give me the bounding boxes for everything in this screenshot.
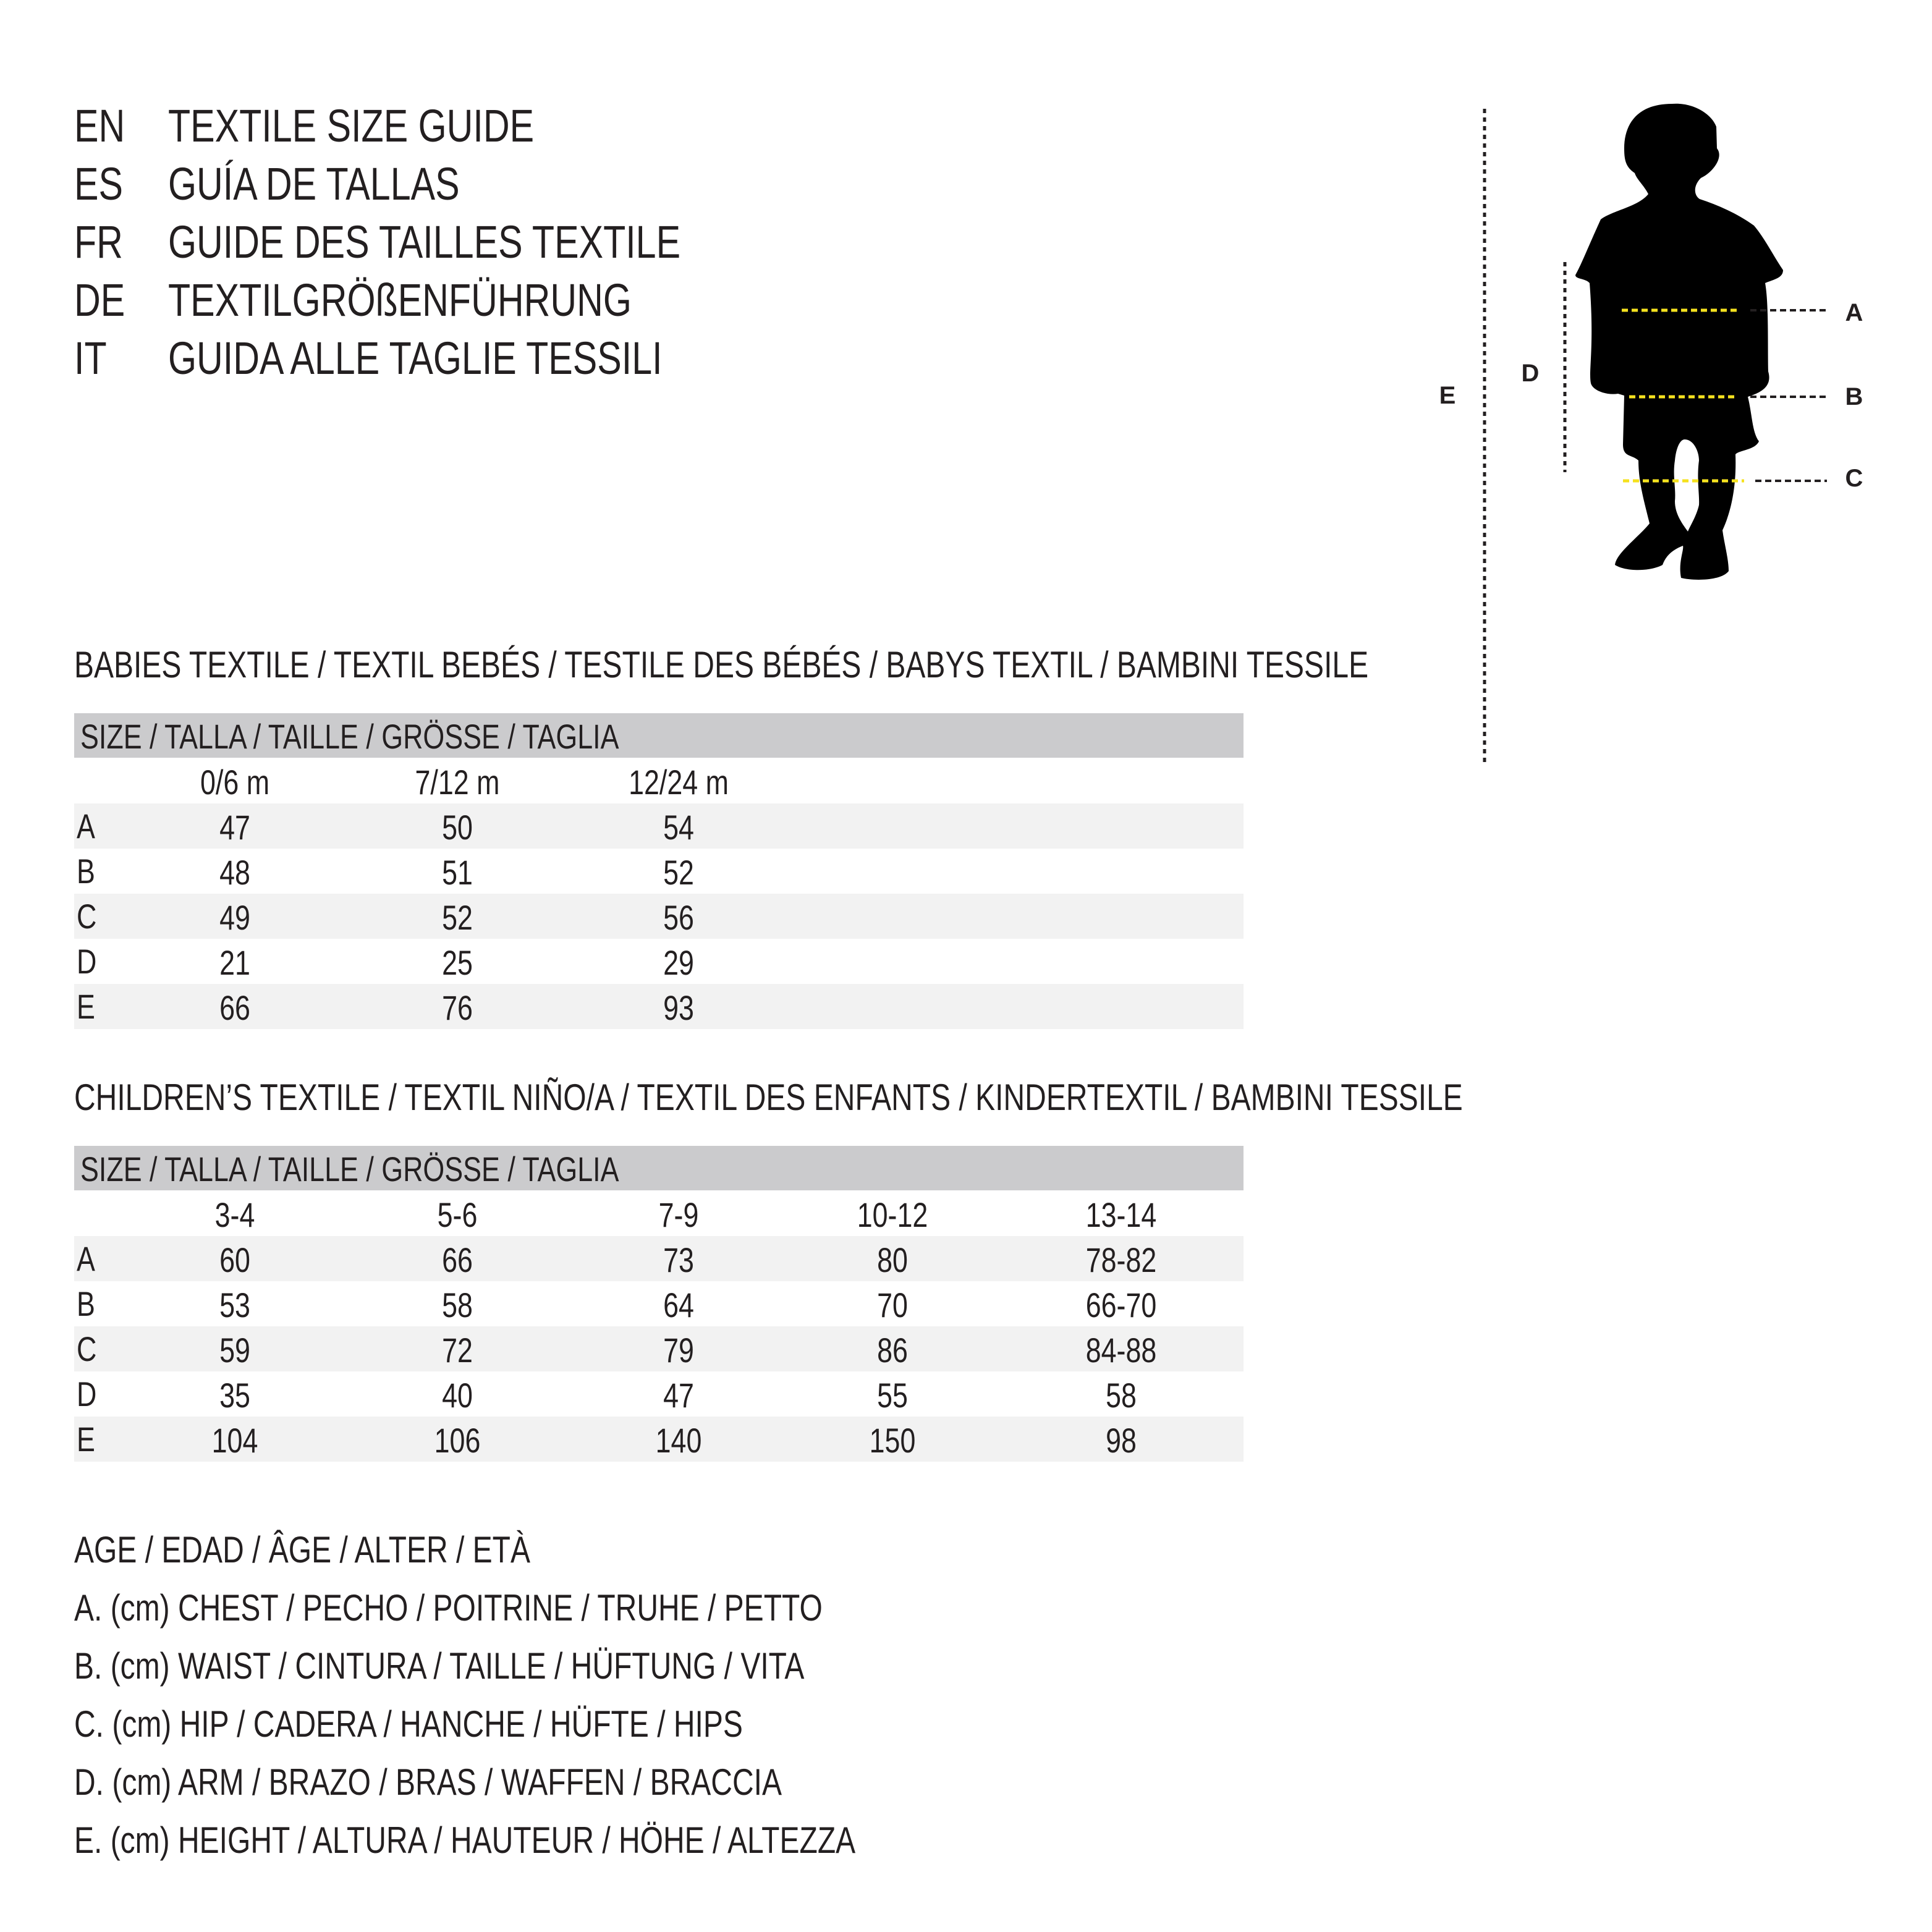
guide-title: GUÍA DE TALLAS <box>168 158 460 210</box>
column-header: 13-14 <box>1085 1195 1157 1234</box>
table-cell: 66-70 <box>1085 1286 1157 1324</box>
table-cell: 53 <box>219 1286 250 1324</box>
table-cell: 79 <box>663 1331 694 1370</box>
legend-line: B. (cm) WAIST / CINTURA / TAILLE / HÜFTU… <box>74 1645 805 1687</box>
size-header-label: SIZE / TALLA / TAILLE / GRÖSSE / TAGLIA <box>80 717 619 756</box>
size-header-bar: SIZE / TALLA / TAILLE / GRÖSSE / TAGLIA <box>74 713 1244 758</box>
table-cell: 59 <box>219 1331 250 1370</box>
table-heading: CHILDREN’S TEXTILE / TEXTIL NIÑO/A / TEX… <box>74 1077 1463 1118</box>
label-a: A <box>1845 299 1863 326</box>
column-header: 12/24 m <box>629 763 729 802</box>
row-band <box>74 1326 1244 1371</box>
guide-title: TEXTILGRÖßENFÜHRUNG <box>168 274 632 326</box>
label-c: C <box>1845 465 1863 492</box>
row-band <box>74 803 1244 849</box>
legend-line: E. (cm) HEIGHT / ALTURA / HAUTEUR / HÖHE… <box>74 1820 856 1861</box>
table-cell: 66 <box>219 988 250 1027</box>
table-cell: 55 <box>877 1376 908 1415</box>
table-cell: 40 <box>442 1376 473 1415</box>
table-cell: 35 <box>219 1376 250 1415</box>
table-cell: 51 <box>442 853 473 892</box>
legend-line: C. (cm) HIP / CADERA / HANCHE / HÜFTE / … <box>74 1703 743 1745</box>
language-code: IT <box>74 333 107 384</box>
table-heading: BABIES TEXTILE / TEXTIL BEBÉS / TESTILE … <box>74 644 1369 685</box>
table-cell: 52 <box>663 853 694 892</box>
guide-title: GUIDE DES TAILLES TEXTILE <box>168 216 681 268</box>
table-cell: 70 <box>877 1286 908 1324</box>
row-label: C <box>77 1329 97 1368</box>
row-label: B <box>77 852 95 891</box>
column-header: 3-4 <box>214 1195 255 1234</box>
language-code: ES <box>74 158 123 210</box>
legend-line: AGE / EDAD / ÂGE / ALTER / ETÀ <box>74 1529 530 1570</box>
table-cell: 29 <box>663 943 694 982</box>
table-cell: 21 <box>219 943 250 982</box>
size-header-label: SIZE / TALLA / TAILLE / GRÖSSE / TAGLIA <box>80 1150 619 1188</box>
table-cell: 58 <box>442 1286 473 1324</box>
table-cell: 80 <box>877 1240 908 1279</box>
column-header: 5-6 <box>437 1195 478 1234</box>
guide-title: TEXTILE SIZE GUIDE <box>168 100 535 151</box>
row-label: E <box>77 987 95 1026</box>
table-cell: 64 <box>663 1286 694 1324</box>
language-code: DE <box>74 274 125 326</box>
table-cell: 25 <box>442 943 473 982</box>
row-label: A <box>77 1239 95 1278</box>
row-label: B <box>77 1284 95 1323</box>
label-b: B <box>1845 383 1863 410</box>
table-cell: 140 <box>655 1421 702 1460</box>
row-label: C <box>77 897 97 936</box>
table-cell: 56 <box>663 898 694 937</box>
table-cell: 49 <box>219 898 250 937</box>
table-cell: 93 <box>663 988 694 1027</box>
table-cell: 76 <box>442 988 473 1027</box>
legend-line: D. (cm) ARM / BRAZO / BRAS / WAFFEN / BR… <box>74 1761 782 1803</box>
table-cell: 48 <box>219 853 250 892</box>
legend-line: A. (cm) CHEST / PECHO / POITRINE / TRUHE… <box>74 1587 823 1629</box>
row-label: D <box>77 1375 97 1413</box>
column-header: 7/12 m <box>415 763 500 802</box>
row-band <box>74 984 1244 1029</box>
table-cell: 150 <box>869 1421 916 1460</box>
table-cell: 47 <box>663 1376 694 1415</box>
size-header-bar: SIZE / TALLA / TAILLE / GRÖSSE / TAGLIA <box>74 1146 1244 1190</box>
table-cell: 47 <box>219 808 250 847</box>
label-d: D <box>1521 360 1540 387</box>
row-label: A <box>77 807 95 845</box>
table-cell: 73 <box>663 1240 694 1279</box>
column-header: 10-12 <box>857 1195 928 1234</box>
table-cell: 106 <box>434 1421 481 1460</box>
language-code: FR <box>74 216 123 268</box>
row-label: E <box>77 1420 95 1459</box>
table-cell: 98 <box>1106 1421 1137 1460</box>
table-cell: 50 <box>442 808 473 847</box>
column-header: 7-9 <box>658 1195 699 1234</box>
table-cell: 86 <box>877 1331 908 1370</box>
table-cell: 52 <box>442 898 473 937</box>
table-cell: 54 <box>663 808 694 847</box>
language-code: EN <box>74 100 125 151</box>
row-band <box>74 1236 1244 1281</box>
row-band <box>74 1417 1244 1462</box>
table-cell: 60 <box>219 1240 250 1279</box>
table-cell: 84-88 <box>1085 1331 1157 1370</box>
table-cell: 78-82 <box>1085 1240 1157 1279</box>
column-header: 0/6 m <box>200 763 270 802</box>
table-cell: 66 <box>442 1240 473 1279</box>
row-band <box>74 894 1244 939</box>
table-cell: 58 <box>1106 1376 1137 1415</box>
row-label: D <box>77 942 97 981</box>
table-cell: 104 <box>211 1421 258 1460</box>
guide-title: GUIDA ALLE TAGLIE TESSILI <box>168 333 663 384</box>
label-e: E <box>1439 382 1456 409</box>
table-cell: 72 <box>442 1331 473 1370</box>
child-silhouette-icon <box>1575 103 1783 580</box>
